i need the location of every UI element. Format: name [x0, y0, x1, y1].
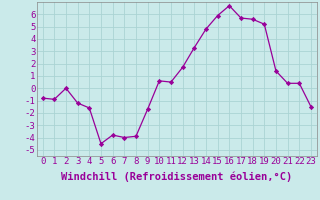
X-axis label: Windchill (Refroidissement éolien,°C): Windchill (Refroidissement éolien,°C): [61, 172, 292, 182]
